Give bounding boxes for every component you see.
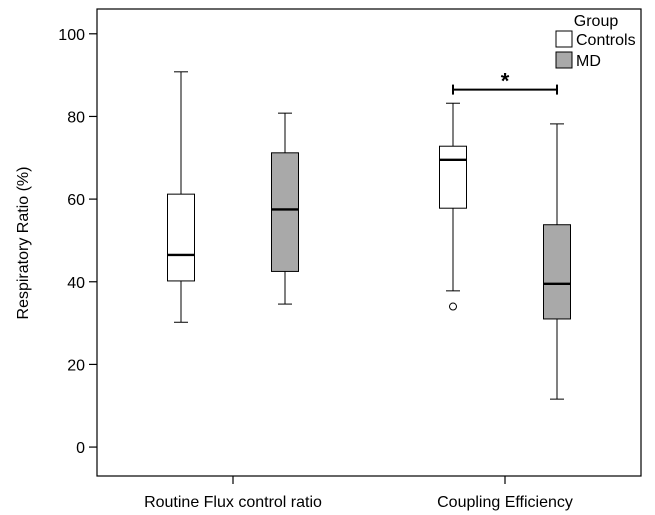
legend-label: MD <box>576 53 601 70</box>
y-tick-label: 80 <box>67 109 85 126</box>
y-tick-label: 40 <box>67 275 85 292</box>
box-controls <box>439 102 467 311</box>
box-md <box>543 123 571 400</box>
x-axis: Routine Flux control ratio Coupling Effic… <box>144 476 573 511</box>
outlier-point <box>449 302 457 311</box>
legend-title: Group <box>574 13 619 30</box>
box-iqr <box>167 193 195 282</box>
box-controls <box>167 71 195 323</box>
box-series <box>167 71 571 400</box>
legend-label: Controls <box>576 32 636 49</box>
box-iqr <box>439 145 467 209</box>
box-iqr <box>543 224 571 320</box>
significance-marker: * <box>501 69 510 94</box>
box-iqr <box>271 152 299 272</box>
legend: Group Controls MD <box>555 13 636 70</box>
y-axis-title: Respiratory Ratio (%) <box>15 167 32 320</box>
x-tick-label: Coupling Efficiency <box>437 494 573 511</box>
plot-frame <box>96 8 642 477</box>
legend-swatch <box>555 51 573 69</box>
box-md <box>271 112 299 305</box>
legend-swatch <box>555 30 573 48</box>
y-tick-label: 20 <box>67 357 85 374</box>
y-tick-label: 0 <box>76 440 85 457</box>
y-tick-label: 60 <box>67 192 85 209</box>
y-tick-label: 100 <box>58 27 85 44</box>
y-axis: 0 20 40 60 80 100 <box>58 27 97 457</box>
x-tick-label: Routine Flux control ratio <box>144 494 322 511</box>
significance-annotation: * <box>452 69 558 95</box>
